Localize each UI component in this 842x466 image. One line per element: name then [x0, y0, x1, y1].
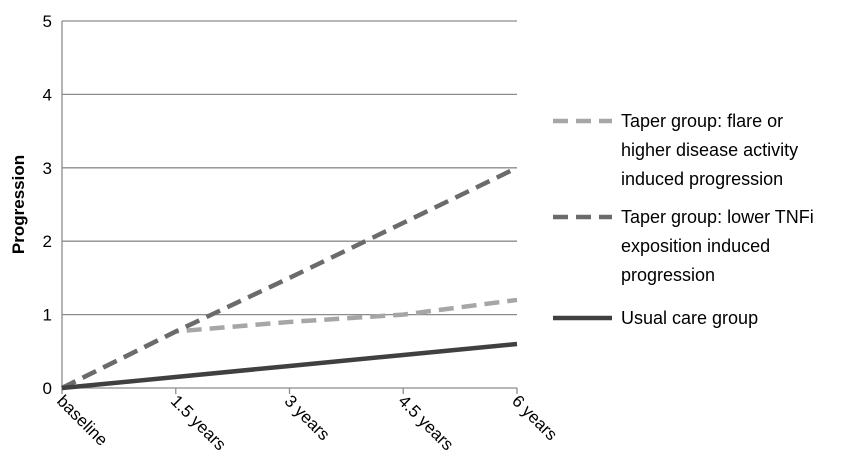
y-tick-label-2: 2: [43, 232, 52, 251]
y-tick-label-3: 3: [43, 159, 52, 178]
series-line-2: [61, 341, 518, 391]
series-lines: [60, 165, 518, 391]
x-tick-label-2: 3 years: [281, 391, 334, 444]
legend-label-1-line-2: progression: [621, 265, 715, 285]
y-tick-label-1: 1: [43, 306, 52, 325]
x-tick-label-0: baseline: [53, 391, 111, 449]
legend: Taper group: flare or higher disease acti…: [553, 111, 814, 328]
legend-label-0-line-2: induced progression: [621, 169, 783, 189]
axes: [61, 21, 518, 394]
legend-label-1-line-0: Taper group: lower TNFi: [621, 207, 814, 227]
y-tick-label-0: 0: [43, 379, 52, 398]
y-axis-title: Progression: [9, 155, 28, 254]
series-line-1: [60, 165, 518, 391]
legend-label-2-line-0: Usual care group: [621, 308, 758, 328]
x-tick-labels: baseline 1.5 years 3 years 4.5 years 6 years: [53, 391, 561, 454]
y-tick-label-4: 4: [43, 85, 52, 104]
y-tick-labels: 0 1 2 3 4 5: [43, 12, 52, 398]
x-tick-label-1: 1.5 years: [167, 391, 230, 454]
legend-label-0-line-0: Taper group: flare or: [621, 111, 783, 131]
legend-label-1-line-1: exposition induced: [621, 236, 770, 256]
y-tick-label-5: 5: [43, 12, 52, 31]
gridlines: [62, 20, 517, 316]
x-tick-label-4: 6 years: [508, 391, 561, 444]
series-line-0: [60, 297, 518, 391]
legend-label-0-line-1: higher disease activity: [621, 140, 798, 160]
x-tick-label-3: 4.5 years: [394, 391, 457, 454]
